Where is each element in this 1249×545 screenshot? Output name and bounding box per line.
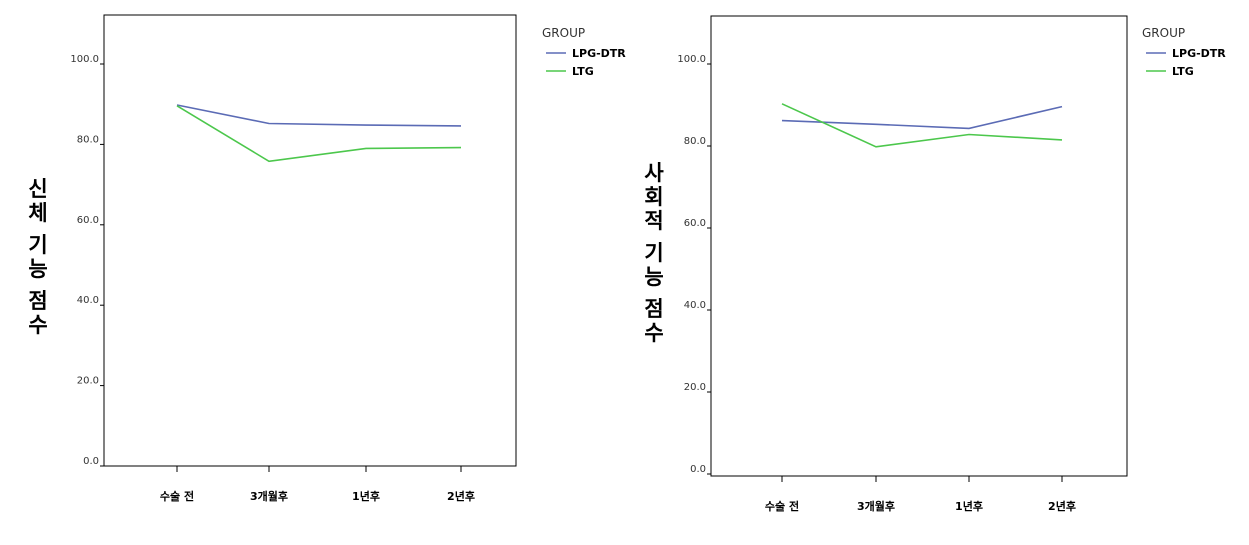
y-axis-label-char: 적 [644,209,663,233]
y-tick-label: 20.0 [684,382,706,393]
legend-label: LTG [572,65,594,78]
plot-frame [103,14,517,467]
series-line-lpg-dtr [781,105,1063,130]
x-tick-label: 2년후 [447,489,475,503]
y-tick-label: 40.0 [684,300,706,311]
legend-label: LPG-DTR [572,47,626,60]
y-axis-label-char: 능 [644,265,663,289]
y-tick-label: 80.0 [684,136,706,147]
x-tick-label: 1년후 [955,499,983,513]
legend-title: GROUP [542,26,585,40]
y-axis-label-char: 점 [644,297,663,321]
x-tick-label: 3개월후 [250,489,288,503]
y-tick-label: 80.0 [77,134,99,145]
y-axis-label-char: 체 [28,201,47,225]
y-axis-label-char: 능 [28,257,47,281]
legend-label: LPG-DTR [1172,47,1226,60]
y-axis-label-char: 수 [28,313,47,337]
y-tick-label: 40.0 [77,295,99,306]
legend: GROUP LPG-DTR LTG [1142,26,1226,78]
y-tick-label: 60.0 [684,218,706,229]
y-tick-label: 100.0 [70,54,99,65]
chart-2: 0.0 20.0 40.0 60.0 80.0 100.0 수술 전 3개월후 1년후 2년후 사회… [644,15,1226,513]
x-tick-label: 2년후 [1048,499,1076,513]
y-tick-label: 60.0 [77,215,99,226]
y-axis-label-char: 신 [28,177,47,201]
legend-label: LTG [1172,65,1194,78]
y-tick-label: 0.0 [690,464,706,475]
x-tick-label: 3개월후 [857,499,895,513]
y-tick-label: 20.0 [77,376,99,387]
y-axis-label-char: 기 [644,241,663,265]
y-axis-label-char: 사 [644,161,664,185]
plot-frame [710,15,1128,477]
series-line-ltg [176,105,462,163]
series-line-ltg [781,103,1063,148]
y-axis-label-char: 회 [644,185,663,209]
x-tick-label: 수술 전 [160,489,194,503]
x-tick-label: 1년후 [352,489,380,503]
legend: GROUP LPG-DTR LTG [542,26,626,78]
legend-title: GROUP [1142,26,1185,40]
series-line-lpg-dtr [176,104,462,127]
y-tick-label: 100.0 [677,54,706,65]
y-axis-label-char: 기 [28,233,47,257]
y-axis-label-char: 수 [644,321,663,345]
y-axis-label-char: 점 [28,289,47,313]
x-tick-label: 수술 전 [765,499,799,513]
chart-1: 0.0 20.0 40.0 60.0 80.0 100.0 수술 전 3개월후 1년후 2년후 신체… [28,14,626,503]
y-tick-label: 0.0 [83,456,99,467]
